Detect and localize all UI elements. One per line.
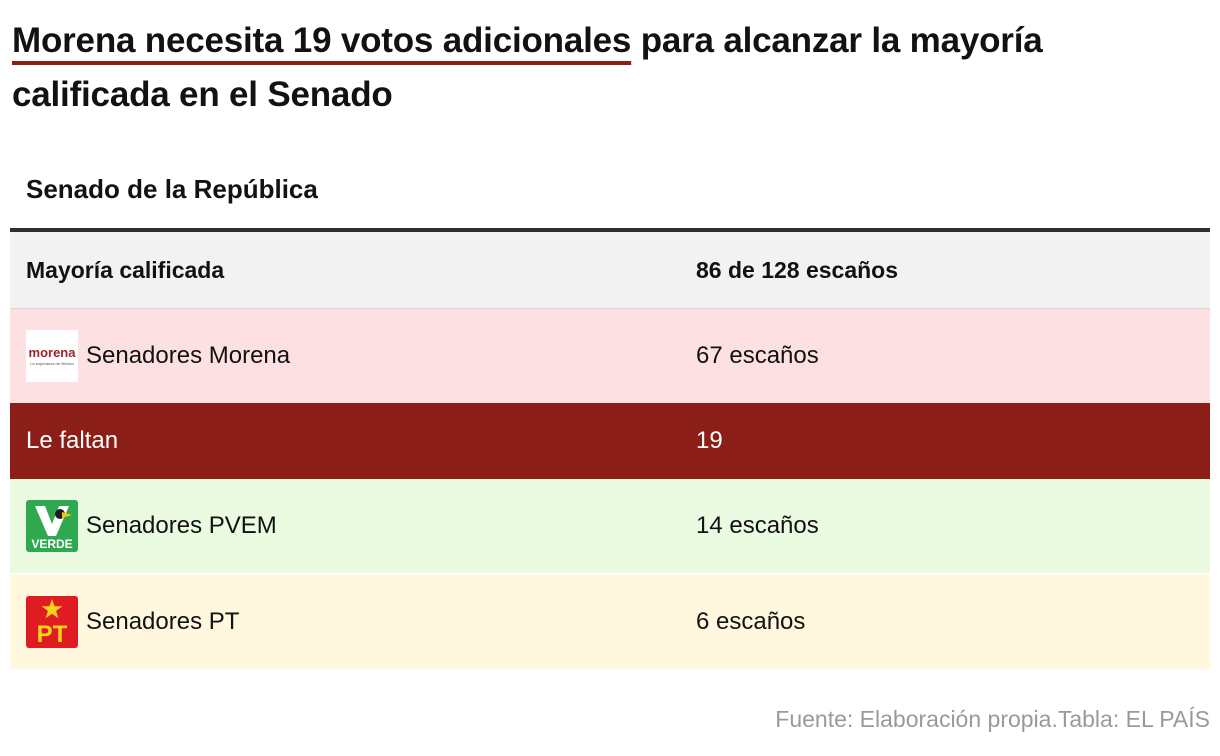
title-highlight: Morena necesita 19 votos adicionales [12, 21, 632, 60]
row-value-pvem: 14 escaños [696, 512, 819, 539]
table-row-pvem: VERDE Senadores PVEM 14 escaños [10, 479, 1210, 575]
table-subtitle: Senado de la República [26, 174, 318, 204]
table-row-faltan: Le faltan 19 [10, 403, 1210, 479]
row-value-faltan: 19 [696, 427, 723, 454]
row-label-faltan: Le faltan [26, 427, 119, 454]
pvem-logo-text: VERDE [31, 537, 72, 551]
table-row-morena: morena La esperanza de México Senadores … [10, 309, 1210, 403]
seats-table: Mayoría calificada 86 de 128 escaños mor… [10, 228, 1210, 669]
row-value-pt: 6 escaños [696, 608, 806, 635]
cell-label-pvem: VERDE Senadores PVEM [26, 500, 277, 552]
header-label: Mayoría calificada [26, 256, 225, 283]
header-value: 86 de 128 escaños [696, 256, 899, 283]
row-label-pt: Senadores PT [86, 608, 240, 635]
row-label-morena: Senadores Morena [86, 342, 291, 369]
row-value-morena: 67 escaños [696, 342, 819, 369]
pt-logo: PT [26, 596, 78, 648]
cell-label-pt: PT Senadores PT [26, 596, 239, 648]
chart-title: Morena necesita 19 votos adicionales par… [12, 14, 1202, 122]
morena-logo-text: morena [29, 345, 77, 360]
pvem-logo: VERDE [26, 500, 78, 552]
source-note: Fuente: Elaboración propia.Tabla: EL PAÍ… [775, 706, 1210, 732]
morena-logo-tagline: La esperanza de México [30, 361, 74, 366]
title-rest: para alcanzar la mayoría calificada en e… [12, 21, 1043, 114]
cell-label-morena: morena La esperanza de México Senadores … [26, 330, 290, 382]
pt-logo-text: PT [37, 621, 68, 648]
table-header-row: Mayoría calificada 86 de 128 escaños [10, 232, 1210, 309]
morena-logo: morena La esperanza de México [26, 330, 78, 382]
row-label-pvem: Senadores PVEM [86, 512, 277, 539]
table-row-pt: PT Senadores PT 6 escaños [10, 575, 1210, 669]
